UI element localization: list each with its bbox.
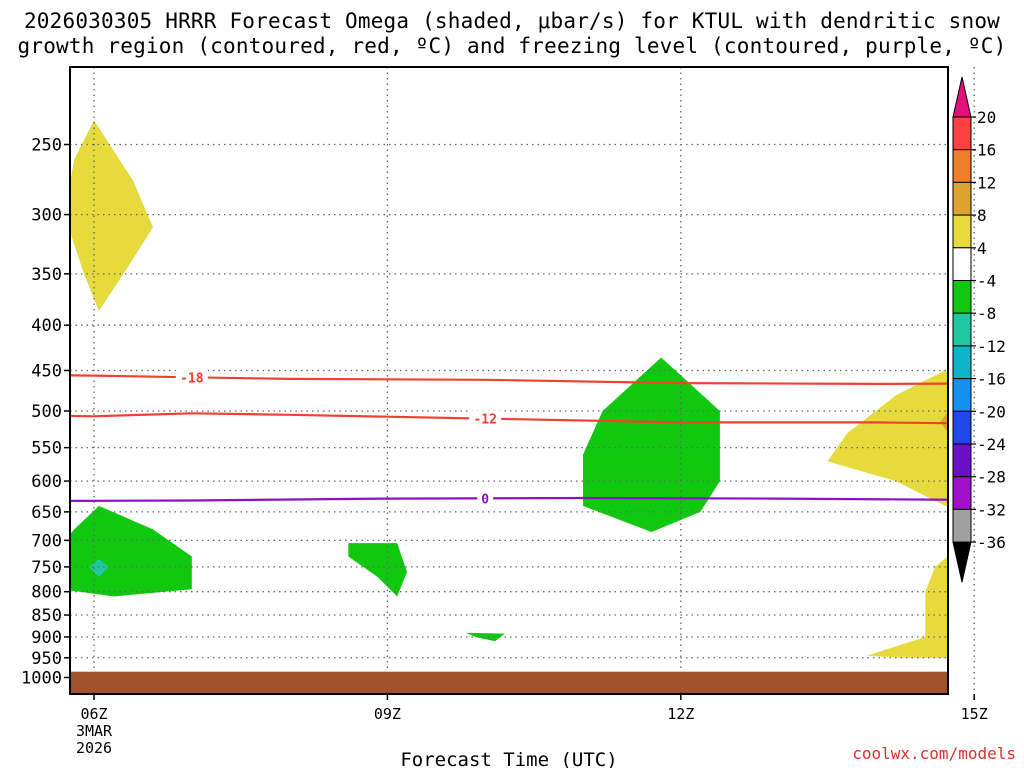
colorbar-label: -20 — [977, 402, 1006, 421]
y-tick-label: 850 — [31, 606, 62, 626]
colorbar-label: 16 — [977, 141, 996, 160]
colorbar-swatch — [952, 214, 972, 249]
chart-title-line-2: growth region (contoured, red, ºC) and f… — [17, 34, 1007, 58]
y-tick-label: 350 — [31, 265, 62, 285]
omega-region-3 — [89, 559, 109, 577]
contour-label: -12 — [473, 413, 496, 428]
y-tick-label: 500 — [31, 402, 62, 422]
site-credit: coolwx.com/models — [852, 744, 1016, 763]
x-date-label: 3MAR — [76, 722, 113, 740]
contour-freezing-level-0 — [70, 496, 948, 502]
omega-region-19 — [1004, 606, 1024, 637]
colorbar-label: -16 — [977, 370, 1006, 389]
colorbar-swatch — [952, 149, 972, 183]
x-axis-label: Forecast Time (UTC) — [400, 749, 617, 768]
colorbar-label: 20 — [977, 108, 996, 127]
omega-shading — [70, 120, 1024, 658]
y-tick-label: 750 — [31, 558, 62, 578]
omega-region-17 — [866, 556, 948, 658]
colorbar-swatch — [952, 443, 972, 478]
colorbar-swatch — [952, 476, 972, 510]
colorbar-swatch — [952, 280, 972, 314]
plot-frame — [69, 66, 949, 695]
contour-label-bg — [477, 490, 494, 507]
colorbar-label: 12 — [977, 173, 996, 192]
y-tick-label: 650 — [31, 503, 62, 523]
colorbar-legend: 20 16 12 8 4 -4 -8 -12 -16 -20 -24 -28 -32 -36 — [952, 76, 1006, 583]
x-axis: 06Z3MAR202609Z12Z15Z18Z21Z — [76, 694, 988, 757]
y-tick-label: 1000 — [21, 669, 62, 689]
colorbar-swatch — [952, 247, 972, 282]
grid-lines — [70, 67, 975, 694]
colorbar-top-arrow — [952, 76, 972, 118]
omega-region-2 — [70, 505, 192, 597]
chart-title-line-1: 2026030305 HRRR Forecast Omega (shaded, … — [23, 9, 1001, 33]
contour-label-bg — [175, 369, 208, 386]
contour-dendritic--12 — [70, 412, 948, 425]
colorbar-label: -32 — [977, 500, 1006, 519]
y-tick-label: 400 — [31, 316, 62, 336]
omega-region-7 — [827, 370, 948, 507]
contour-lines: -18-18-12-1200 — [70, 369, 948, 507]
colorbar-swatch — [952, 410, 972, 445]
colorbar-label: -36 — [977, 533, 1006, 552]
x-tick-label: 06Z — [80, 705, 107, 723]
omega-region-1 — [70, 120, 153, 311]
colorbar-label: -28 — [977, 468, 1006, 487]
omega-region-18 — [955, 599, 1024, 644]
y-tick-label: 950 — [31, 649, 62, 669]
omega-region-4 — [348, 543, 407, 597]
colorbar-label: -8 — [977, 304, 996, 323]
x-tick-label: 12Z — [667, 705, 694, 723]
y-tick-label: 700 — [31, 531, 62, 551]
y-tick-label: 550 — [31, 439, 62, 459]
y-tick-label: 900 — [31, 628, 62, 648]
colorbar-swatch — [952, 181, 972, 216]
omega-region-6 — [583, 357, 720, 532]
y-tick-label: 300 — [31, 206, 62, 226]
colorbar-swatch — [952, 345, 972, 380]
ground-surface — [70, 671, 948, 694]
colorbar-label: 4 — [977, 239, 987, 258]
colorbar-label: -24 — [977, 435, 1006, 454]
colorbar-swatch — [952, 508, 972, 543]
contour-label: 0 — [481, 492, 489, 507]
x-tick-label: 15Z — [961, 705, 988, 723]
contour-dendritic--18 — [70, 374, 948, 386]
omega-region-5 — [465, 632, 505, 642]
colorbar-swatch — [952, 312, 972, 347]
y-axis: 2503003504004505005506006507007508008509… — [21, 136, 70, 689]
x-year-label: 2026 — [76, 739, 112, 757]
y-tick-label: 600 — [31, 472, 62, 492]
contour-label-bg — [469, 410, 502, 427]
colorbar-bottom-arrow — [952, 541, 972, 583]
colorbar-swatch — [952, 116, 972, 151]
x-tick-label: 09Z — [374, 705, 401, 723]
y-tick-label: 450 — [31, 361, 62, 381]
contour-label: -18 — [180, 371, 204, 386]
omega-region-9 — [1013, 121, 1024, 326]
colorbar-label: -12 — [977, 337, 1006, 356]
y-tick-label: 250 — [31, 136, 62, 156]
colorbar-swatch — [952, 378, 972, 412]
y-tick-label: 800 — [31, 583, 62, 603]
colorbar-label: 8 — [977, 206, 987, 225]
colorbar-label: -4 — [977, 272, 996, 291]
